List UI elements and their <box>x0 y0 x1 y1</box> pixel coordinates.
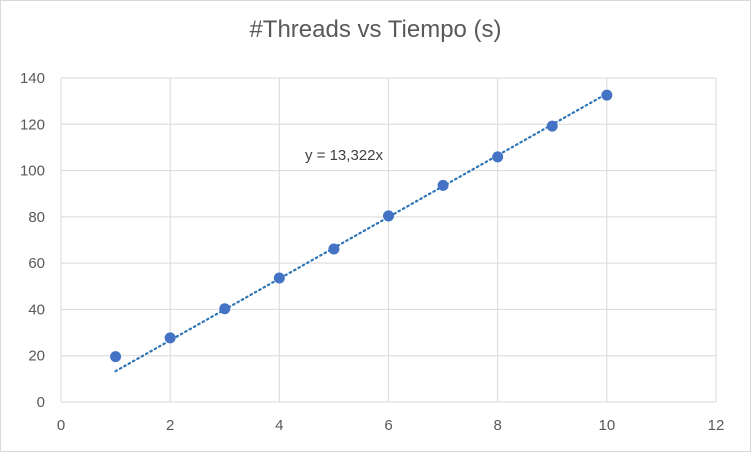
x-tick-label: 6 <box>384 417 392 434</box>
y-tick-label: 20 <box>28 348 45 365</box>
data-points <box>110 89 613 363</box>
data-point <box>273 272 285 284</box>
y-tick-label: 0 <box>37 394 45 411</box>
data-point <box>601 89 613 101</box>
y-tick-label: 140 <box>20 70 45 87</box>
y-tick-label: 100 <box>20 163 45 180</box>
trendline-equation: y = 13,322x <box>305 147 383 164</box>
y-axis-tick-labels: 0 20 40 60 80 100 120 140 <box>20 70 45 411</box>
x-tick-label: 4 <box>275 417 283 434</box>
data-point <box>383 210 394 222</box>
trendline <box>114 92 608 373</box>
data-point <box>164 332 176 344</box>
data-point <box>219 303 231 315</box>
trendline-line <box>114 92 608 373</box>
x-tick-label: 12 <box>708 417 725 434</box>
y-tick-label: 120 <box>20 116 45 133</box>
data-point <box>110 351 122 363</box>
y-tick-label: 80 <box>28 209 45 226</box>
x-tick-label: 10 <box>598 417 615 434</box>
y-tick-label: 40 <box>28 301 45 318</box>
data-point <box>492 151 504 163</box>
data-point <box>328 243 340 255</box>
data-point <box>546 120 558 132</box>
gridlines <box>60 77 717 403</box>
chart-title: #Threads vs Tiempo (s) <box>249 16 502 43</box>
y-tick-label: 60 <box>28 255 45 272</box>
data-point <box>437 179 449 191</box>
x-tick-label: 0 <box>57 417 65 434</box>
x-tick-label: 8 <box>493 417 501 434</box>
x-axis-tick-labels: 0 2 4 6 8 10 12 <box>57 417 725 434</box>
x-tick-label: 2 <box>166 417 174 434</box>
